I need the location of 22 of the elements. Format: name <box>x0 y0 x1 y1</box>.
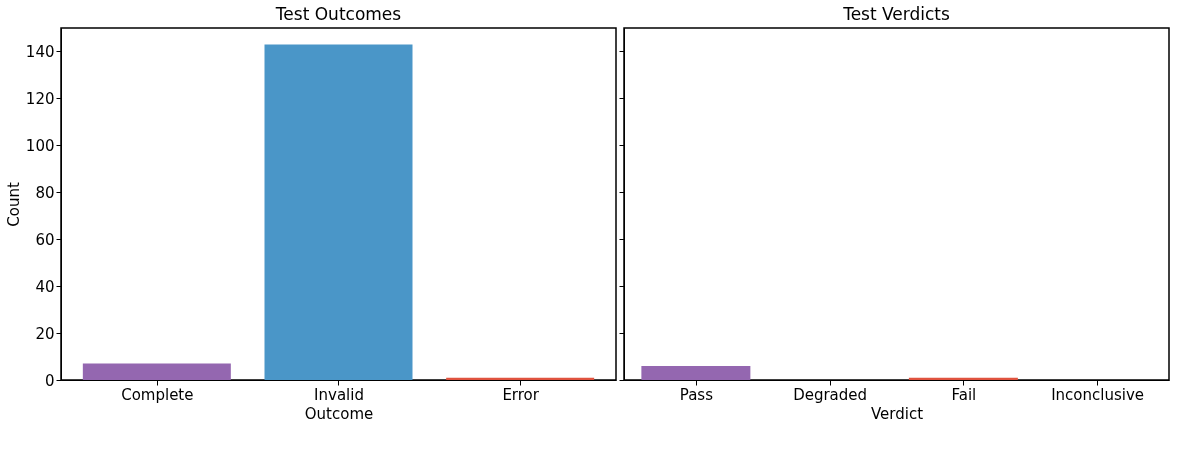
bar <box>264 44 413 380</box>
x-tick-label: Pass <box>679 385 714 404</box>
y-tick-label: 0 <box>44 371 55 390</box>
y-tick-label: 20 <box>35 324 55 343</box>
x-tick-label: Error <box>502 385 540 404</box>
y-tick-label: 120 <box>25 89 55 108</box>
bar <box>82 363 231 380</box>
x-axis-title: Verdict <box>870 404 924 423</box>
y-tick-label: 40 <box>35 277 55 296</box>
x-axis-title: Outcome <box>304 404 374 423</box>
x-tick-label: Fail <box>951 385 977 404</box>
y-tick-label: 140 <box>25 42 55 61</box>
x-tick-label: Complete <box>121 385 194 404</box>
y-tick-label: 80 <box>35 183 55 202</box>
y-tick-label: 100 <box>25 136 55 155</box>
y-axis-title: Count <box>4 182 23 227</box>
x-tick-label: Invalid <box>314 385 364 404</box>
y-tick-label: 60 <box>35 230 55 249</box>
chart-title: Test Verdicts <box>842 4 950 24</box>
x-tick-label: Degraded <box>793 385 868 404</box>
x-tick-label: Inconclusive <box>1051 385 1145 404</box>
chart-title: Test Outcomes <box>274 4 402 24</box>
